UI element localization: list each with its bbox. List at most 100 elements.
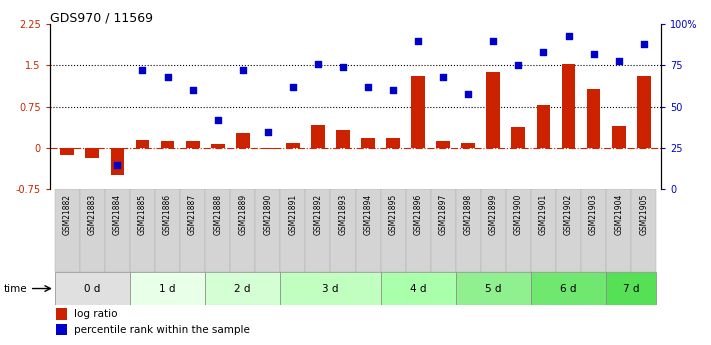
Bar: [361, 138, 375, 148]
Text: GSM21899: GSM21899: [489, 194, 498, 235]
Point: [212, 117, 223, 123]
Bar: [255, 189, 280, 272]
Bar: [130, 272, 205, 305]
Bar: [261, 148, 274, 149]
Point: [312, 61, 324, 67]
Bar: [356, 189, 380, 272]
Bar: [230, 189, 255, 272]
Text: GSM21903: GSM21903: [589, 194, 598, 235]
Point: [437, 74, 449, 80]
Text: log ratio: log ratio: [74, 309, 118, 319]
Text: GSM21901: GSM21901: [539, 194, 548, 235]
Text: GSM21897: GSM21897: [439, 194, 448, 235]
Bar: [130, 189, 155, 272]
Bar: [205, 189, 230, 272]
Point: [337, 65, 348, 70]
Text: GSM21886: GSM21886: [163, 194, 172, 235]
Bar: [155, 189, 180, 272]
Point: [187, 88, 198, 93]
Point: [638, 41, 649, 47]
Bar: [380, 272, 456, 305]
Bar: [531, 272, 606, 305]
Text: GSM21882: GSM21882: [63, 194, 72, 235]
Text: 6 d: 6 d: [560, 284, 577, 294]
Point: [513, 63, 524, 68]
Text: GSM21890: GSM21890: [263, 194, 272, 235]
Bar: [56, 308, 67, 320]
Bar: [110, 148, 124, 175]
Bar: [606, 272, 656, 305]
Bar: [286, 142, 300, 148]
Text: GSM21888: GSM21888: [213, 194, 222, 235]
Text: percentile rank within the sample: percentile rank within the sample: [74, 325, 250, 335]
Bar: [55, 189, 80, 272]
Text: GSM21895: GSM21895: [389, 194, 397, 235]
Point: [387, 88, 399, 93]
Text: GSM21885: GSM21885: [138, 194, 147, 235]
Text: GSM21900: GSM21900: [514, 194, 523, 235]
Bar: [80, 189, 105, 272]
Text: GSM21887: GSM21887: [188, 194, 197, 235]
Text: 4 d: 4 d: [410, 284, 427, 294]
Bar: [331, 189, 356, 272]
Point: [162, 74, 173, 80]
Bar: [161, 141, 174, 148]
Bar: [437, 141, 450, 148]
Bar: [511, 127, 525, 148]
Bar: [280, 189, 306, 272]
Bar: [562, 65, 575, 148]
Point: [488, 38, 499, 43]
Bar: [587, 89, 601, 148]
Text: 7 d: 7 d: [623, 284, 639, 294]
Bar: [456, 272, 531, 305]
Text: GSM21904: GSM21904: [614, 194, 623, 235]
Point: [538, 49, 549, 55]
Bar: [637, 77, 651, 148]
Text: 2 d: 2 d: [235, 284, 251, 294]
Text: GSM21889: GSM21889: [238, 194, 247, 235]
Bar: [180, 189, 205, 272]
Bar: [606, 189, 631, 272]
Bar: [611, 126, 626, 148]
Point: [363, 84, 374, 90]
Text: GSM21893: GSM21893: [338, 194, 348, 235]
Text: 3 d: 3 d: [322, 284, 338, 294]
Bar: [405, 189, 431, 272]
Bar: [581, 189, 606, 272]
Text: GSM21892: GSM21892: [314, 194, 322, 235]
Bar: [531, 189, 556, 272]
Bar: [55, 272, 130, 305]
Point: [287, 84, 299, 90]
Bar: [210, 144, 225, 148]
Text: GDS970 / 11569: GDS970 / 11569: [50, 11, 153, 24]
Bar: [461, 142, 475, 148]
Text: 0 d: 0 d: [84, 284, 100, 294]
Text: GSM21898: GSM21898: [464, 194, 473, 235]
Point: [613, 58, 624, 63]
Bar: [556, 189, 581, 272]
Point: [588, 51, 599, 57]
Text: GSM21883: GSM21883: [88, 194, 97, 235]
Bar: [431, 189, 456, 272]
Text: 5 d: 5 d: [485, 284, 501, 294]
Text: GSM21891: GSM21891: [289, 194, 297, 235]
Bar: [56, 324, 67, 335]
Text: GSM21896: GSM21896: [414, 194, 422, 235]
Bar: [486, 72, 501, 148]
Point: [463, 91, 474, 96]
Point: [112, 162, 123, 167]
Bar: [306, 189, 331, 272]
Point: [237, 68, 248, 73]
Bar: [236, 133, 250, 148]
Bar: [136, 140, 149, 148]
Bar: [386, 138, 400, 148]
Point: [262, 129, 274, 134]
Bar: [537, 105, 550, 148]
Text: GSM21884: GSM21884: [113, 194, 122, 235]
Point: [563, 33, 574, 39]
Text: GSM21894: GSM21894: [363, 194, 373, 235]
Bar: [336, 130, 350, 148]
Bar: [85, 148, 100, 158]
Bar: [311, 125, 325, 148]
Bar: [280, 272, 380, 305]
